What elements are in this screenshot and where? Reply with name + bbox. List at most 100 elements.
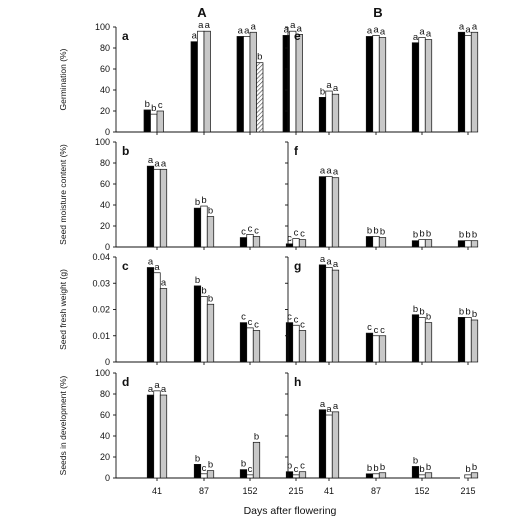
bar-c-215-s3 [298, 330, 307, 363]
significance-letter: b [419, 229, 424, 240]
significance-letter: b [380, 462, 385, 473]
significance-letter: a [459, 21, 465, 32]
y-tick-label: 80 [100, 158, 110, 168]
bar-g-215-s2 [464, 317, 472, 363]
bar-f-41-s3 [331, 177, 340, 248]
y-tick-label: 20 [100, 106, 110, 116]
bar-c-215-s2 [292, 324, 300, 363]
bar-b-152-s2 [246, 234, 254, 248]
bar-d-41-s2 [153, 390, 161, 479]
bar-h-87-s2 [372, 473, 380, 479]
bar-b-152-s1 [239, 237, 248, 248]
significance-letter: a [413, 32, 419, 43]
significance-letter: b [413, 304, 418, 315]
bar-e-215-s2 [464, 35, 472, 133]
significance-letter: c [287, 233, 292, 244]
y-tick-label: 0 [105, 473, 110, 483]
y-tick-label: 0.02 [92, 305, 110, 315]
significance-letter: b [459, 230, 464, 241]
bar-c-215-s1 [285, 322, 294, 363]
bar-a-215-s3 [295, 33, 303, 133]
bar-d-152-s2 [246, 474, 254, 479]
significance-letter: c [300, 320, 305, 331]
bar-e-152-s2 [418, 37, 426, 133]
bar-g-152-s2 [418, 317, 426, 363]
y-axis-label-row-2: Seed moisture content (%) [58, 144, 68, 245]
significance-letter: a [419, 27, 425, 38]
significance-letter: b [472, 230, 477, 241]
bar-g-152-s3 [424, 322, 433, 363]
bar-e-215-s1 [457, 31, 466, 133]
significance-letter: a [326, 166, 332, 177]
significance-letter: c [241, 312, 246, 323]
significance-letter: a [154, 262, 160, 273]
significance-letter: a [380, 27, 386, 38]
bar-a-152-s4 [256, 62, 264, 133]
significance-letter: b [426, 312, 431, 323]
significance-letter: c [367, 322, 372, 333]
y-tick-label: 0.01 [92, 331, 110, 341]
bar-c-87-s2 [200, 296, 208, 363]
bar-a-87-s3 [203, 30, 211, 133]
x-tick-label: 41 [324, 486, 334, 496]
panel-letter: f [294, 144, 299, 158]
bar-f-87-s2 [372, 236, 380, 248]
significance-letter: c [248, 223, 253, 234]
significance-letter: b [413, 230, 418, 241]
bar-b-215-s2 [292, 238, 300, 248]
significance-letter: b [465, 464, 470, 475]
significance-letter: a [373, 24, 379, 35]
significance-letter: b [367, 463, 372, 474]
significance-letter: b [195, 453, 200, 464]
bar-a-215-s1 [282, 35, 290, 133]
bar-b-87-s1 [193, 207, 202, 248]
significance-letter: b [373, 463, 378, 474]
significance-letter: a [326, 80, 332, 91]
y-tick-label: 80 [100, 389, 110, 399]
bar-c-152-s1 [239, 322, 248, 363]
significance-letter: a [251, 21, 257, 32]
significance-letter: a [161, 384, 167, 395]
significance-letter: c [202, 463, 207, 474]
panel-letter: d [122, 375, 129, 389]
bar-f-215-s1 [457, 240, 466, 248]
significance-letter: b [380, 227, 385, 238]
significance-letter: a [326, 404, 332, 415]
significance-letter: a [198, 20, 204, 31]
bar-c-152-s3 [252, 330, 261, 363]
significance-letter: c [248, 317, 253, 328]
bar-d-41-s1 [146, 394, 155, 479]
significance-letter: b [201, 195, 206, 206]
y-tick-label: 0.03 [92, 278, 110, 288]
significance-letter: b [241, 459, 246, 470]
significance-letter: c [380, 325, 385, 336]
bar-b-152-s3 [252, 236, 261, 248]
y-tick-label: 0.04 [92, 252, 110, 262]
bar-e-152-s3 [424, 39, 433, 133]
significance-letter: a [161, 158, 167, 169]
bar-d-152-s3 [252, 441, 261, 479]
bar-h-41-s3 [331, 411, 340, 479]
significance-letter: a [192, 31, 198, 42]
panel-letter: e [294, 29, 301, 43]
significance-letter: c [300, 461, 305, 472]
bar-c-41-s2 [153, 272, 161, 363]
y-tick-label: 100 [95, 368, 110, 378]
y-tick-label: 40 [100, 431, 110, 441]
y-tick-label: 20 [100, 452, 110, 462]
panel-letter: h [294, 375, 301, 389]
significance-letter: a [320, 254, 326, 265]
bar-a-41-s2 [150, 113, 158, 133]
bar-b-87-s2 [200, 205, 208, 248]
significance-letter: a [238, 25, 244, 36]
significance-letter: b [465, 306, 470, 317]
bar-d-41-s3 [159, 394, 168, 479]
bar-a-41-s1 [143, 109, 151, 133]
panel-letter: b [122, 144, 129, 158]
significance-letter: b [287, 461, 292, 472]
significance-letter: b [320, 86, 325, 97]
significance-letter: a [290, 20, 296, 31]
panel-letter: g [294, 259, 301, 273]
